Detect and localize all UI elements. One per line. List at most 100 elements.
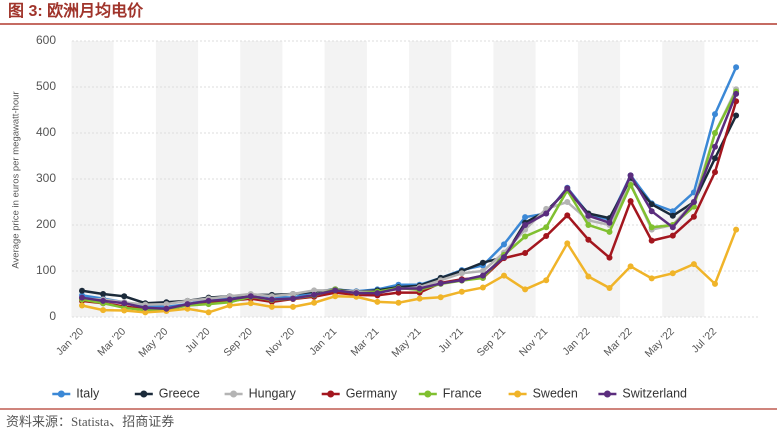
point (479, 259, 486, 266)
point (374, 298, 381, 305)
legend-label: France (443, 386, 482, 400)
point (627, 198, 634, 205)
series-line (81, 229, 738, 314)
point (712, 169, 718, 176)
point (564, 185, 571, 192)
x-tick-label: May '20 (136, 325, 170, 359)
point (564, 240, 571, 247)
series-line (81, 93, 738, 310)
point (479, 272, 486, 279)
point (522, 233, 529, 240)
point (353, 290, 360, 297)
point (712, 130, 718, 136)
point (648, 224, 655, 231)
point (669, 208, 676, 215)
point (184, 301, 191, 308)
point (733, 226, 740, 233)
point (416, 295, 423, 302)
point (712, 143, 718, 150)
point (733, 112, 740, 119)
point (543, 224, 550, 231)
point (606, 285, 613, 292)
point (543, 277, 550, 284)
point (100, 307, 107, 314)
legend-marker (230, 390, 238, 398)
point (100, 297, 107, 304)
point (543, 233, 550, 240)
point (268, 303, 275, 310)
legend-marker (327, 390, 335, 398)
x-tick-label: Nov '21 (517, 325, 551, 359)
point (100, 291, 107, 297)
point (247, 300, 254, 307)
point (564, 199, 571, 205)
x-tick-label: Jan '21 (307, 325, 339, 357)
x-tick-label: Nov '20 (264, 325, 298, 359)
point (290, 291, 296, 297)
legend-label: Switzerland (622, 386, 687, 400)
point (690, 199, 697, 205)
point (606, 254, 613, 261)
point (247, 293, 254, 300)
point (712, 155, 718, 162)
legend-label: Hungary (249, 386, 297, 400)
point (501, 241, 507, 248)
point (163, 301, 170, 308)
point (142, 304, 149, 311)
legend-label: Italy (76, 386, 100, 400)
point (522, 286, 529, 293)
point (479, 268, 486, 274)
x-tick-label: Jul '21 (436, 325, 466, 355)
point (479, 284, 486, 291)
point (585, 222, 592, 228)
point (669, 212, 676, 219)
point (712, 280, 718, 287)
point (121, 300, 128, 307)
point (290, 303, 296, 310)
point (416, 285, 423, 292)
point (79, 287, 85, 294)
legend-marker (603, 390, 611, 398)
point (395, 285, 402, 292)
point (606, 219, 613, 226)
point (205, 309, 212, 316)
point (268, 296, 275, 303)
point (79, 302, 85, 309)
point (522, 214, 529, 221)
point (733, 90, 740, 97)
point (712, 111, 718, 118)
legend-marker (424, 390, 432, 398)
point (226, 296, 233, 303)
point (332, 287, 339, 294)
point (627, 263, 634, 270)
chart-title: 图 3: 欧洲月均电价 (8, 1, 144, 20)
point (690, 213, 697, 220)
x-tick-label: Jan '20 (54, 325, 86, 357)
x-tick-label: May '21 (389, 325, 423, 359)
point (184, 305, 191, 312)
source: 资料来源：Statista、招商证券 (6, 414, 174, 429)
point (458, 270, 465, 277)
point (458, 277, 465, 284)
y-tick-label: 400 (36, 125, 56, 139)
point (226, 302, 233, 309)
x-tick-label: Sep '20 (221, 325, 255, 359)
point (585, 236, 592, 243)
point (627, 181, 634, 188)
point (627, 172, 634, 179)
legend-marker (57, 390, 65, 398)
point (564, 212, 571, 219)
y-axis-label: Average price in euros per megawatt-hour (11, 91, 22, 268)
point (585, 273, 592, 280)
point (522, 222, 529, 228)
x-tick-label: Jul '22 (689, 325, 719, 355)
point (395, 289, 402, 296)
point (121, 307, 128, 314)
point (163, 305, 170, 312)
point (585, 212, 592, 219)
point (648, 208, 655, 215)
x-tick-label: Mar '21 (348, 325, 381, 358)
point (501, 254, 507, 261)
point (290, 295, 296, 302)
